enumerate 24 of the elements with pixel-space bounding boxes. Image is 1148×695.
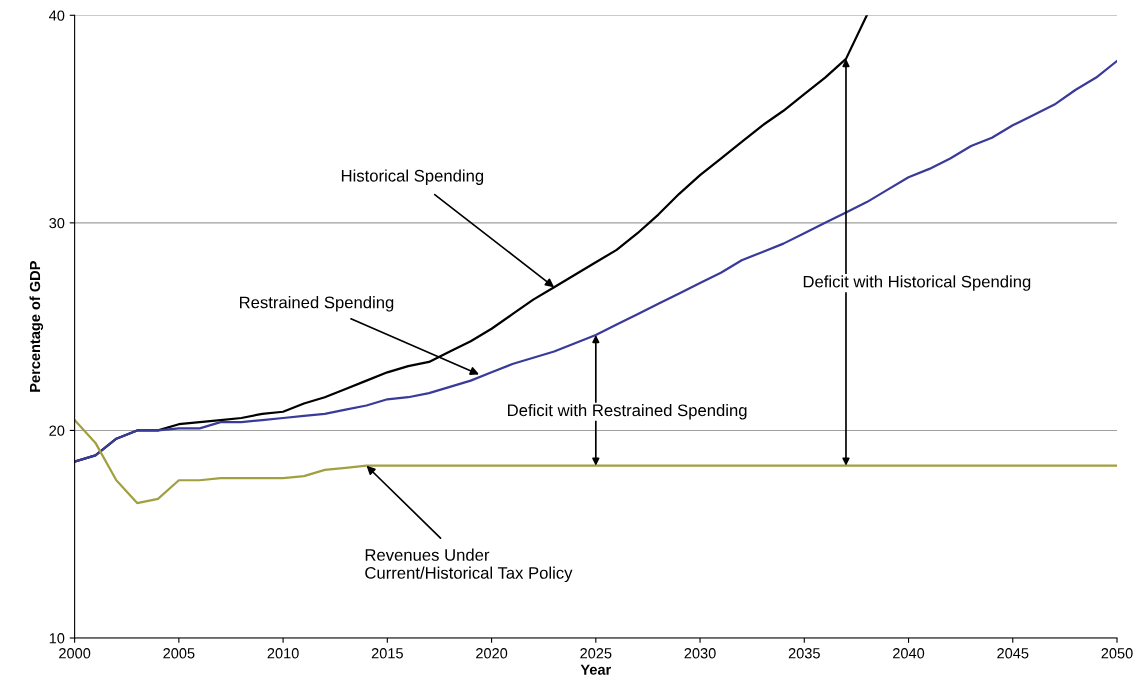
x-tick-label: 2005 <box>163 648 195 659</box>
x-tick-label: 2035 <box>788 648 820 659</box>
y-tick-label: 30 <box>49 217 65 229</box>
x-tick-label: 2030 <box>684 648 716 659</box>
y-tick-label: 10 <box>49 633 65 644</box>
annotation: Historical Spending <box>341 169 484 185</box>
x-tick-label: 2000 <box>59 648 91 659</box>
annotation: Deficit with Restrained Spending <box>508 403 747 420</box>
x-tick-label: 2025 <box>580 648 612 659</box>
x-tick-label: 2015 <box>371 648 403 659</box>
y-tick-label: 40 <box>49 10 65 21</box>
annotation: Revenues Under Current/Historical Tax Policy <box>365 548 573 583</box>
annotation: Restrained Spending <box>239 296 394 312</box>
line-series <box>74 59 1117 463</box>
x-tick-label: 2010 <box>267 648 299 659</box>
line-series <box>74 418 1117 505</box>
x-tick-label: 2020 <box>476 648 508 659</box>
x-axis-title: Year <box>580 664 611 675</box>
x-tick-label: 2040 <box>893 648 925 659</box>
y-tick-label: 20 <box>49 425 65 436</box>
annotation: Deficit with Historical Spending <box>803 275 1031 291</box>
y-axis-title: Percentage of GDP <box>29 261 44 392</box>
x-tick-label: 2045 <box>997 648 1029 659</box>
x-tick-label: 2050 <box>1101 648 1133 659</box>
